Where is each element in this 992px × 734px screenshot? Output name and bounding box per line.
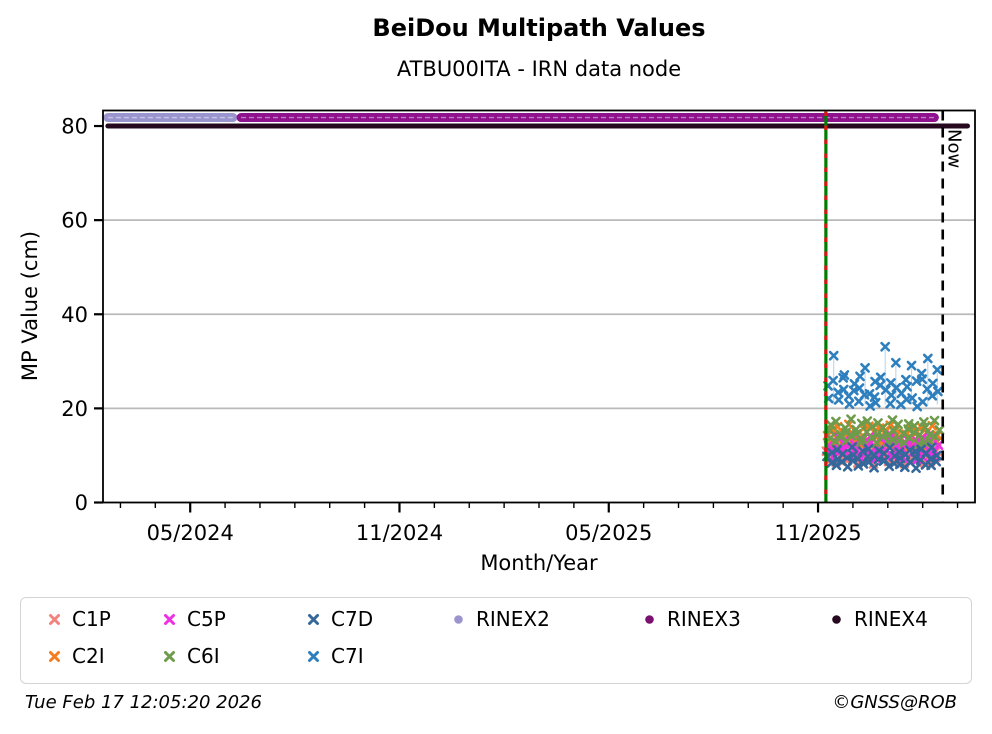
data-point-C7D — [884, 443, 895, 453]
data-point-C7D — [874, 445, 884, 456]
legend-label: C5P — [187, 607, 226, 631]
y-tick-label: 20 — [61, 397, 88, 421]
x-marker-icon — [49, 650, 60, 662]
data-point-C7D — [847, 442, 858, 452]
page-title: BeiDou Multipath Values — [372, 14, 706, 42]
data-point-C7I — [860, 363, 870, 373]
legend-item-C6I: C6I — [162, 644, 220, 668]
data-point-C7I — [885, 398, 896, 409]
legend-item-C1P: C1P — [47, 607, 111, 631]
data-point-C7I — [907, 393, 918, 403]
data-point-C6I — [888, 426, 899, 436]
circle-marker-icon — [454, 614, 463, 624]
data-point-C7I — [922, 353, 933, 364]
legend-label: C7D — [331, 607, 374, 631]
x-tick-label: 11/2025 — [774, 521, 861, 545]
data-point-C7I — [917, 374, 928, 385]
legend-item-C5P: C5P — [162, 607, 226, 631]
data-point-C7I — [932, 364, 943, 375]
data-point-C7I — [828, 375, 838, 386]
data-point-C7I — [833, 387, 844, 398]
data-point-C6I — [831, 416, 841, 427]
x-tick-label: 11/2024 — [356, 521, 443, 545]
x-tick-label: 05/2024 — [147, 521, 234, 545]
scatter-series-C7D — [822, 442, 942, 474]
data-point-C6I — [893, 419, 903, 430]
x-marker-icon — [49, 613, 60, 625]
x-marker-icon — [164, 613, 175, 625]
data-point-C7D — [926, 442, 937, 453]
data-point-C6I — [929, 415, 940, 426]
legend-label: C1P — [72, 607, 111, 631]
y-axis-label: MP Value (cm) — [18, 230, 42, 382]
data-point-C7I — [932, 386, 943, 397]
data-point-C6I — [934, 425, 945, 435]
data-point-C7D — [884, 461, 895, 472]
data-point-C6I — [857, 434, 868, 445]
y-tick-label: 40 — [61, 303, 88, 327]
data-point-C6I — [914, 430, 925, 441]
data-point-C7I — [828, 350, 839, 361]
data-point-C5P — [933, 440, 944, 450]
legend-label: RINEX4 — [854, 607, 928, 631]
data-point-C7D — [869, 462, 879, 473]
legend-label: C6I — [187, 644, 220, 668]
multipath-chart: Now 05/2024 11/2024 05/2025 11/2025 0 20 40 60 80 — [61, 109, 976, 545]
data-point-C7D — [911, 463, 921, 474]
data-point-C6I — [867, 421, 878, 432]
data-point-C7I — [855, 371, 865, 382]
scatter-series-C7I — [823, 341, 943, 412]
legend-item-RINEX3: RINEX3 — [642, 607, 741, 631]
legend-item-RINEX4: RINEX4 — [829, 607, 928, 631]
legend-label: C7I — [331, 644, 364, 668]
x-marker-icon — [308, 650, 319, 662]
scatter-series-C6I — [824, 414, 945, 450]
legend-label: RINEX3 — [667, 607, 741, 631]
x-axis-label: Month/Year — [480, 551, 598, 575]
circle-marker-icon — [645, 614, 654, 624]
data-point-C6I — [920, 422, 930, 433]
data-point-C7D — [931, 450, 942, 461]
data-point-C7I — [906, 360, 917, 371]
data-point-C7D — [826, 458, 837, 468]
data-point-C7I — [870, 397, 881, 408]
x-marker-icon — [164, 650, 175, 662]
page-subtitle: ATBU00ITA - IRN data node — [396, 57, 682, 81]
plot-timestamp: Tue Feb 17 12:05:20 2026 — [25, 692, 262, 713]
y-tick-label: 80 — [61, 115, 88, 139]
data-point-C7I — [844, 399, 855, 410]
data-point-C7I — [865, 401, 875, 411]
data-point-C7I — [917, 396, 928, 407]
data-point-C7I — [833, 395, 844, 405]
now-label: Now — [944, 129, 965, 168]
data-point-C6I — [841, 427, 851, 438]
legend-item-C7I: C7I — [306, 644, 364, 668]
legend-item-C7D: C7D — [306, 607, 373, 631]
data-point-C6I — [930, 431, 940, 442]
data-point-C7I — [890, 357, 901, 368]
data-point-C6I — [878, 422, 888, 433]
data-point-C6I — [846, 414, 856, 425]
credit-label: ©GNSS@ROB — [832, 692, 957, 713]
legend-item-C2I: C2I — [47, 644, 105, 668]
legend: C1P C2I C5P C6I C7D C7I RINEX2 RINEX3 RINEX4 — [20, 597, 972, 684]
data-point-C7I — [839, 370, 850, 380]
y-tick-label: 60 — [61, 209, 88, 233]
x-tick-label: 05/2025 — [565, 521, 652, 545]
x-marker-icon — [308, 613, 319, 625]
data-point-C7D — [842, 452, 852, 463]
data-point-C6I — [909, 420, 920, 431]
data-point-C7I — [886, 390, 897, 401]
data-point-C7I — [880, 341, 891, 352]
circle-marker-icon — [832, 614, 841, 624]
data-point-C7I — [927, 378, 938, 389]
y-tick-label: 0 — [75, 491, 88, 515]
legend-item-RINEX2: RINEX2 — [451, 607, 550, 631]
legend-label: RINEX2 — [476, 607, 550, 631]
legend-label: C2I — [72, 644, 105, 668]
data-point-C7I — [902, 381, 912, 392]
data-point-C7I — [875, 372, 886, 383]
